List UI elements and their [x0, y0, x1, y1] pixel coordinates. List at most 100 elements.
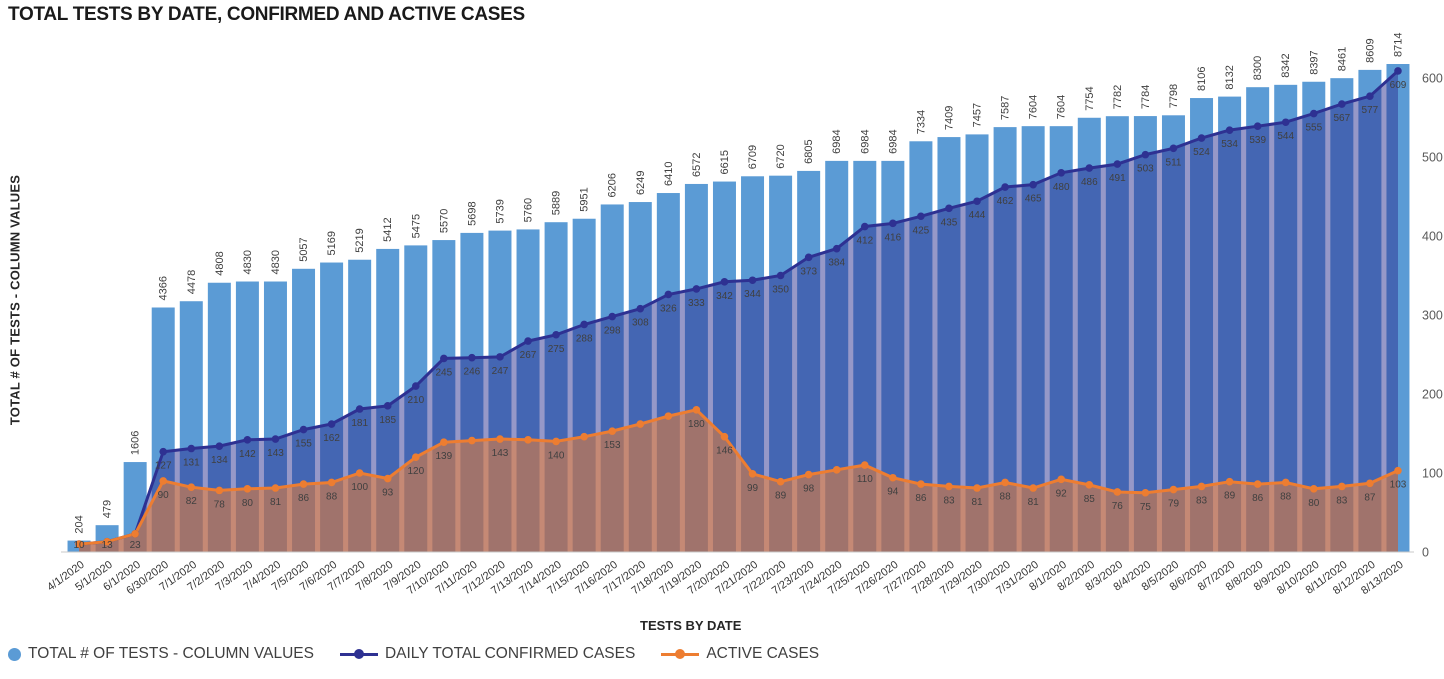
confirmed-point: [187, 444, 196, 453]
bar-value-label: 8461: [1336, 47, 1348, 71]
confirmed-point: [1029, 180, 1037, 189]
active-point: [1001, 478, 1009, 487]
bar-value-label: 6720: [775, 144, 787, 168]
confirmed-point: [1113, 160, 1122, 168]
confirmed-value-label: 210: [407, 395, 424, 406]
active-value-label: 93: [382, 488, 394, 499]
active-value-label: 99: [747, 483, 759, 494]
confirmed-point: [1225, 126, 1234, 134]
bar-value-label: 5412: [382, 217, 394, 241]
bar-value-label: 4830: [270, 250, 282, 274]
bar-value-label: 8397: [1308, 50, 1320, 74]
confirmed-value-label: 384: [828, 258, 845, 269]
confirmed-point: [608, 312, 617, 321]
active-value-label: 80: [1308, 498, 1320, 509]
confirmed-value-label: 444: [969, 210, 986, 221]
active-value-label: 139: [435, 451, 452, 462]
confirmed-point: [1169, 144, 1178, 153]
active-point: [860, 461, 869, 469]
active-value-label: 146: [716, 446, 733, 457]
bar-value-label: 7782: [1112, 85, 1124, 109]
active-point: [1197, 482, 1206, 491]
confirmed-value-label: 342: [716, 291, 733, 302]
active-value-label: 88: [1280, 492, 1292, 503]
confirmed-point: [664, 290, 673, 299]
active-value-label: 153: [604, 440, 621, 451]
confirmed-point: [860, 222, 869, 231]
active-value-label: 79: [1168, 499, 1180, 510]
confirmed-value-label: 534: [1221, 139, 1238, 150]
bar-value-label: 4478: [186, 270, 198, 294]
bar-value-label: 5760: [523, 198, 535, 222]
confirmed-point: [1197, 134, 1206, 142]
confirmed-value-label: 435: [941, 217, 958, 228]
bar-value-label: 6410: [663, 162, 675, 186]
confirmed-value-label: 577: [1362, 105, 1379, 116]
bar-value-label: 8609: [1364, 38, 1376, 62]
legend-item-confirmed: DAILY TOTAL CONFIRMED CASES: [339, 645, 636, 663]
confirmed-value-label: 245: [435, 367, 452, 378]
active-point: [411, 453, 420, 462]
confirmed-point: [1309, 109, 1318, 118]
active-value-label: 83: [1336, 495, 1348, 506]
active-point: [1309, 485, 1318, 493]
confirmed-value-label: 155: [295, 439, 312, 450]
bar-value-label: 479: [102, 500, 114, 518]
bar-value-label: 5951: [579, 187, 591, 211]
active-value-label: 88: [1000, 492, 1012, 503]
confirmed-value-label: 23: [130, 540, 142, 551]
active-point: [973, 484, 981, 492]
active-value-label: 110: [857, 474, 873, 485]
confirmed-value-label: 247: [492, 366, 509, 377]
confirmed-value-label: 462: [997, 196, 1014, 207]
bar-value-label: 7604: [1028, 95, 1040, 119]
active-point: [468, 436, 476, 445]
active-value-label: 94: [887, 487, 899, 498]
active-point: [636, 420, 645, 428]
confirmed-value-label: 288: [576, 334, 593, 345]
confirmed-point: [1057, 169, 1066, 177]
active-point: [496, 435, 504, 443]
active-point: [748, 469, 757, 478]
confirmed-point: [159, 447, 168, 456]
active-point: [299, 480, 308, 488]
confirmed-value-label: 465: [1025, 194, 1042, 205]
confirmed-point: [1001, 183, 1009, 191]
confirmed-value-label: 127: [155, 461, 172, 472]
active-point: [1338, 482, 1346, 491]
bar-value-label: 7334: [915, 110, 927, 134]
confirmed-point: [917, 212, 925, 221]
bar-value-label: 7587: [1000, 96, 1012, 120]
right-axis-tick-label: 400: [1422, 230, 1443, 244]
legend-label-confirmed: DAILY TOTAL CONFIRMED CASES: [384, 645, 636, 662]
confirmed-point: [945, 204, 953, 213]
confirmed-value-label: 333: [688, 298, 705, 309]
right-axis-tick-label: 600: [1422, 72, 1443, 86]
active-point: [1225, 477, 1234, 486]
confirmed-value-label: 555: [1305, 123, 1322, 134]
chart-title: TOTAL TESTS BY DATE, CONFIRMED AND ACTIV…: [8, 4, 525, 25]
bar-value-label: 7604: [1056, 95, 1068, 119]
confirmed-value-label: 350: [772, 285, 789, 296]
active-point: [159, 477, 168, 485]
confirmed-value-label: 142: [239, 449, 256, 460]
confirmed-point: [889, 219, 897, 228]
confirmed-value-label: 308: [632, 318, 649, 329]
confirmed-cases-line: [78, 69, 1400, 546]
confirmed-value-label: 298: [604, 326, 621, 337]
confirmed-point: [327, 420, 336, 428]
confirmed-value-label: 524: [1193, 147, 1210, 158]
active-point: [1113, 488, 1122, 496]
active-point: [720, 432, 729, 441]
confirmed-value-label: 425: [913, 225, 930, 236]
active-point: [692, 406, 701, 414]
active-value-label: 80: [242, 498, 254, 509]
confirmed-value-label: 13: [102, 540, 114, 551]
active-point: [440, 438, 448, 446]
confirmed-value-label: 134: [211, 455, 228, 466]
active-value-label: 103: [1390, 480, 1407, 491]
bar-value-label: 5698: [466, 201, 478, 225]
confirmed-point: [552, 330, 560, 339]
active-cases-line: [78, 408, 1399, 546]
active-value-label: 180: [688, 419, 705, 430]
